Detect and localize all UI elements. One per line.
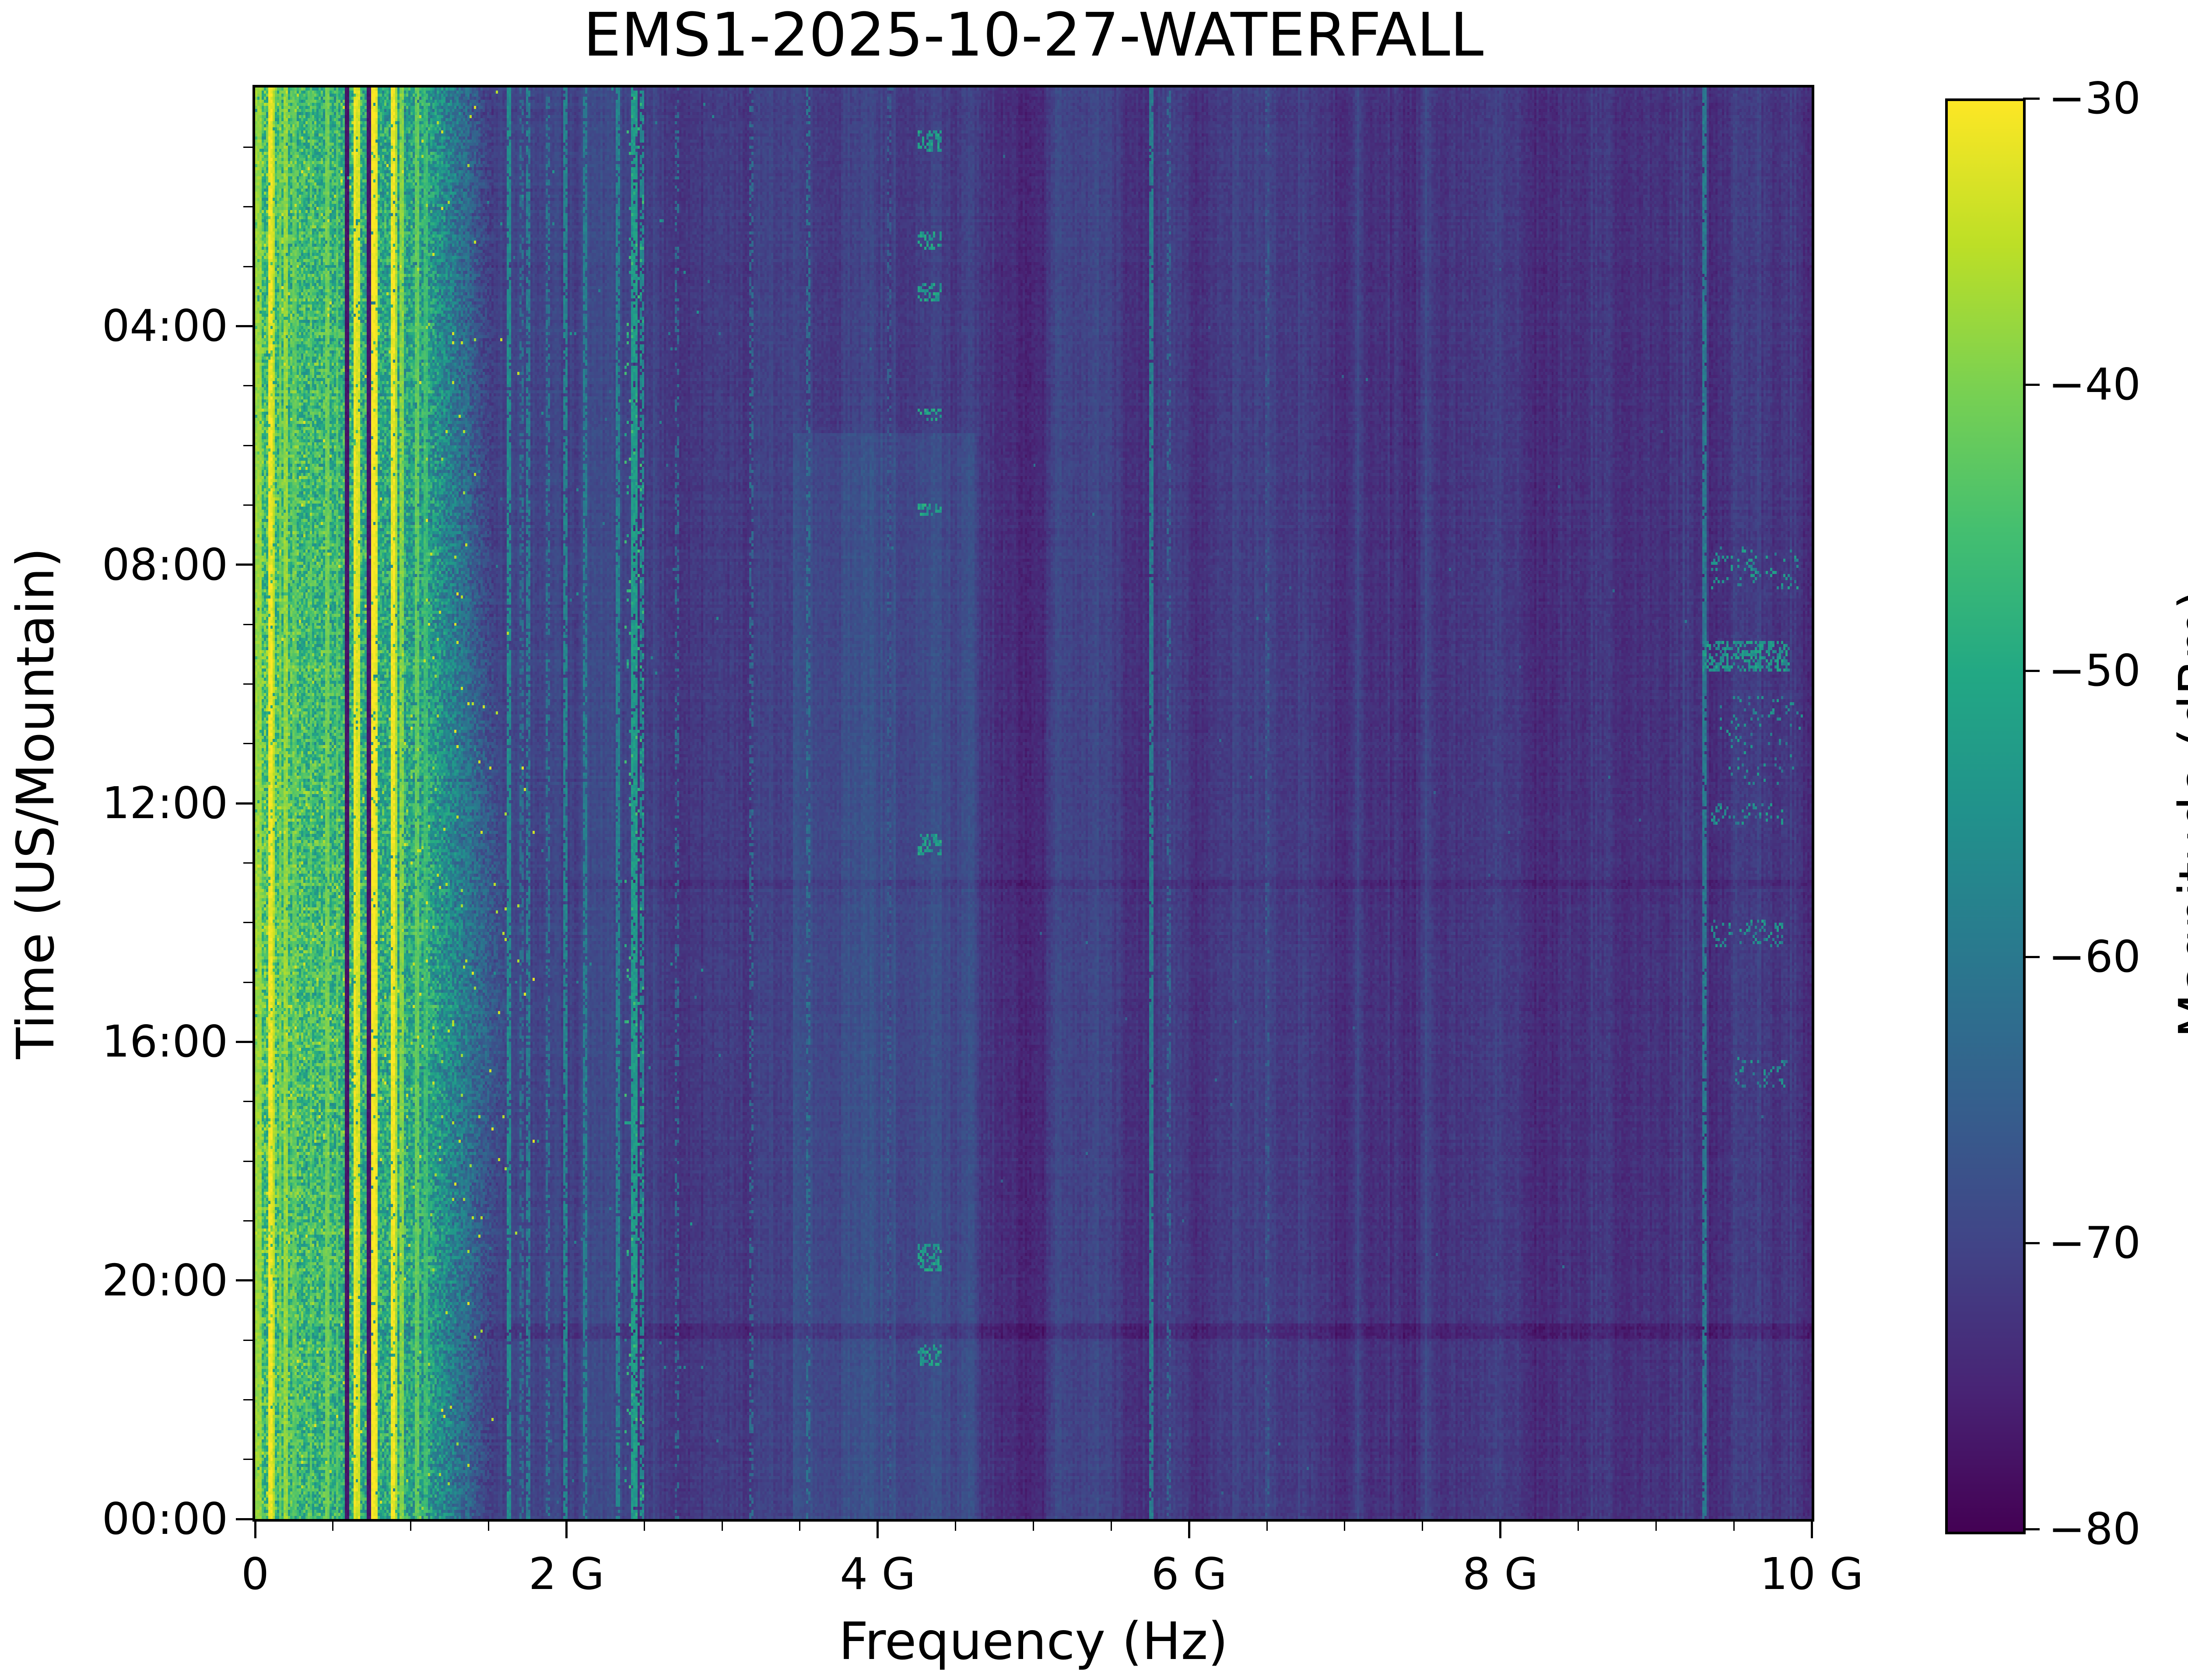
colorbar-tick-label: −60 (2048, 931, 2141, 982)
plot-frame (252, 85, 1814, 1522)
y-minor-tick (243, 266, 252, 267)
colorbar-tick-label: −50 (2048, 645, 2141, 696)
y-tick-label: 20:00 (102, 1254, 228, 1306)
colorbar-tick (2023, 383, 2040, 386)
page-title: EMS1-2025-10-27-WATERFALL (583, 0, 1484, 70)
x-tick-label: 2 G (528, 1548, 604, 1600)
y-minor-tick (243, 1160, 252, 1162)
colorbar-label: Magnitude (dBm) (2167, 589, 2188, 1038)
y-major-tick (236, 802, 252, 805)
y-minor-tick (243, 743, 252, 745)
x-minor-tick (1733, 1522, 1735, 1531)
x-minor-tick (1422, 1522, 1424, 1531)
y-minor-tick (243, 862, 252, 864)
y-major-tick (236, 1279, 252, 1282)
y-minor-tick (243, 1339, 252, 1341)
x-minor-tick (1266, 1522, 1268, 1531)
y-minor-tick (243, 444, 252, 446)
x-major-tick (565, 1522, 568, 1538)
colorbar-tick (2023, 97, 2040, 100)
y-tick-label: 12:00 (102, 777, 228, 829)
y-tick-label: 04:00 (102, 300, 228, 352)
waterfall-heatmap (255, 88, 1812, 1519)
x-tick-label: 0 (241, 1548, 269, 1600)
y-axis-label: Time (US/Mountain) (5, 547, 66, 1059)
y-major-tick (236, 1518, 252, 1520)
y-minor-tick (243, 1399, 252, 1400)
x-major-tick (1810, 1522, 1813, 1538)
y-major-tick (236, 325, 252, 327)
y-minor-tick (243, 1459, 252, 1460)
x-major-tick (1188, 1522, 1190, 1538)
y-minor-tick (243, 922, 252, 924)
colorbar-tick-label: −30 (2048, 73, 2141, 124)
y-minor-tick (243, 1101, 252, 1102)
y-minor-tick (243, 146, 252, 148)
x-minor-tick (1577, 1522, 1579, 1531)
colorbar-tick (2023, 1528, 2040, 1530)
y-tick-label: 00:00 (102, 1493, 228, 1544)
y-major-tick (236, 564, 252, 566)
x-minor-tick (799, 1522, 801, 1531)
x-minor-tick (1655, 1522, 1657, 1531)
x-tick-label: 4 G (840, 1548, 916, 1600)
y-minor-tick (243, 1220, 252, 1222)
colorbar-tick-label: −70 (2048, 1217, 2141, 1268)
x-minor-tick (488, 1522, 490, 1531)
x-minor-tick (1033, 1522, 1034, 1531)
y-major-tick (236, 1040, 252, 1043)
y-tick-label: 08:00 (102, 539, 228, 590)
x-major-tick (877, 1522, 879, 1538)
x-minor-tick (1344, 1522, 1346, 1531)
colorbar-tick (2023, 956, 2040, 958)
colorbar (1945, 98, 2026, 1534)
x-major-tick (254, 1522, 256, 1538)
x-minor-tick (410, 1522, 412, 1531)
x-tick-label: 8 G (1462, 1548, 1539, 1600)
x-axis-label: Frequency (Hz) (838, 1611, 1228, 1671)
x-minor-tick (721, 1522, 723, 1531)
x-tick-label: 6 G (1151, 1548, 1227, 1600)
colorbar-tick-label: −40 (2048, 359, 2141, 410)
x-minor-tick (332, 1522, 334, 1531)
y-minor-tick (243, 206, 252, 208)
x-minor-tick (643, 1522, 645, 1531)
y-minor-tick (243, 504, 252, 506)
y-minor-tick (243, 981, 252, 983)
colorbar-tick (2023, 669, 2040, 672)
x-minor-tick (1110, 1522, 1112, 1531)
colorbar-tick-label: −80 (2048, 1503, 2141, 1554)
colorbar-tick (2023, 1242, 2040, 1244)
y-tick-label: 16:00 (102, 1016, 228, 1068)
y-minor-tick (243, 385, 252, 387)
x-major-tick (1499, 1522, 1502, 1538)
x-tick-label: 10 G (1760, 1548, 1864, 1600)
y-minor-tick (243, 683, 252, 685)
x-minor-tick (955, 1522, 957, 1531)
y-minor-tick (243, 623, 252, 625)
